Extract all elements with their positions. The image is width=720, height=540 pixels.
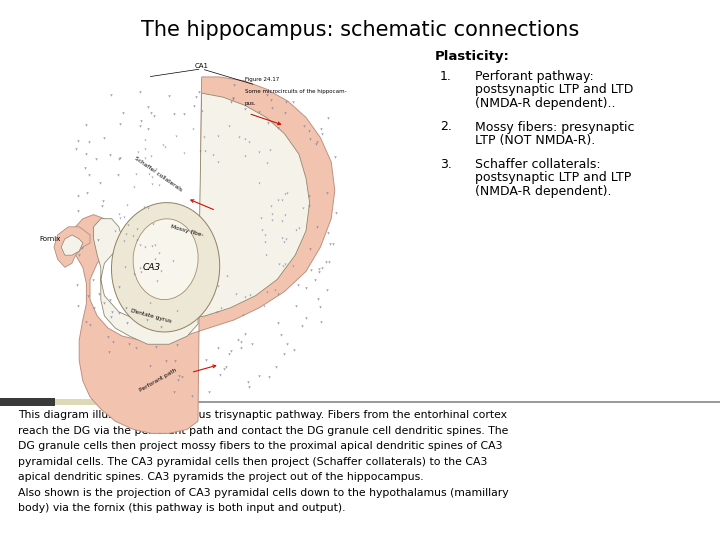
Text: (NMDA-R dependent).: (NMDA-R dependent). — [475, 185, 611, 198]
Text: DG granule cells then project mossy fibers to the proximal apical dendritic spin: DG granule cells then project mossy fibe… — [18, 441, 503, 451]
Ellipse shape — [133, 219, 198, 300]
Text: Dentate gyrus: Dentate gyrus — [130, 308, 172, 324]
Text: 3.: 3. — [440, 158, 452, 171]
Bar — [55, 399, 135, 406]
Text: CA1: CA1 — [194, 63, 209, 69]
Text: apical dendritic spines. CA3 pyramids the project out of the hippocampus.: apical dendritic spines. CA3 pyramids th… — [18, 472, 423, 482]
Text: pyramidal cells. The CA3 pyramidal cells then project (Schaffer collaterals) to : pyramidal cells. The CA3 pyramidal cells… — [18, 457, 487, 467]
Text: Some microcircuits of the hippocam-: Some microcircuits of the hippocam- — [245, 89, 346, 94]
Text: The hippocampus: schematic connections: The hippocampus: schematic connections — [141, 20, 579, 40]
Text: pus.: pus. — [245, 102, 256, 106]
Text: Schaffer collaterals: Schaffer collaterals — [134, 156, 183, 193]
Text: postsynaptic LTP and LTP: postsynaptic LTP and LTP — [475, 171, 631, 184]
Bar — [0, 399, 55, 406]
Text: postsynaptic LTP and LTD: postsynaptic LTP and LTD — [475, 84, 634, 97]
Text: Figure 24.17: Figure 24.17 — [245, 77, 279, 82]
Text: Fornix: Fornix — [40, 236, 61, 242]
Text: body) via the fornix (this pathway is both input and output).: body) via the fornix (this pathway is bo… — [18, 503, 346, 514]
Text: Plasticity:: Plasticity: — [435, 50, 510, 63]
Text: CA3: CA3 — [142, 263, 161, 272]
Text: This diagram illustrates the famous trisynaptic pathway. Fibers from the entorhi: This diagram illustrates the famous tris… — [18, 410, 507, 420]
Text: Perforant path: Perforant path — [139, 368, 178, 394]
Polygon shape — [54, 227, 90, 267]
Text: Perforant pathway:: Perforant pathway: — [475, 70, 594, 83]
Text: Schaffer collaterals:: Schaffer collaterals: — [475, 158, 600, 171]
Text: 2.: 2. — [440, 120, 452, 133]
Text: reach the DG via the perforant path and contact the DG granule cell dendritic sp: reach the DG via the perforant path and … — [18, 426, 508, 436]
Text: Mossy fibers: presynaptic: Mossy fibers: presynaptic — [475, 120, 634, 133]
Polygon shape — [94, 93, 310, 345]
Polygon shape — [72, 77, 335, 433]
Polygon shape — [61, 235, 83, 255]
Text: (NMDA-R dependent)..: (NMDA-R dependent).. — [475, 97, 616, 110]
Text: Also shown is the projection of CA3 pyramidal cells down to the hypothalamus (ma: Also shown is the projection of CA3 pyra… — [18, 488, 508, 498]
Text: LTP (NOT NMDA-R).: LTP (NOT NMDA-R). — [475, 134, 595, 147]
Text: 1.: 1. — [440, 70, 452, 83]
Text: Mossy fibe-: Mossy fibe- — [170, 224, 204, 238]
Ellipse shape — [112, 202, 220, 332]
